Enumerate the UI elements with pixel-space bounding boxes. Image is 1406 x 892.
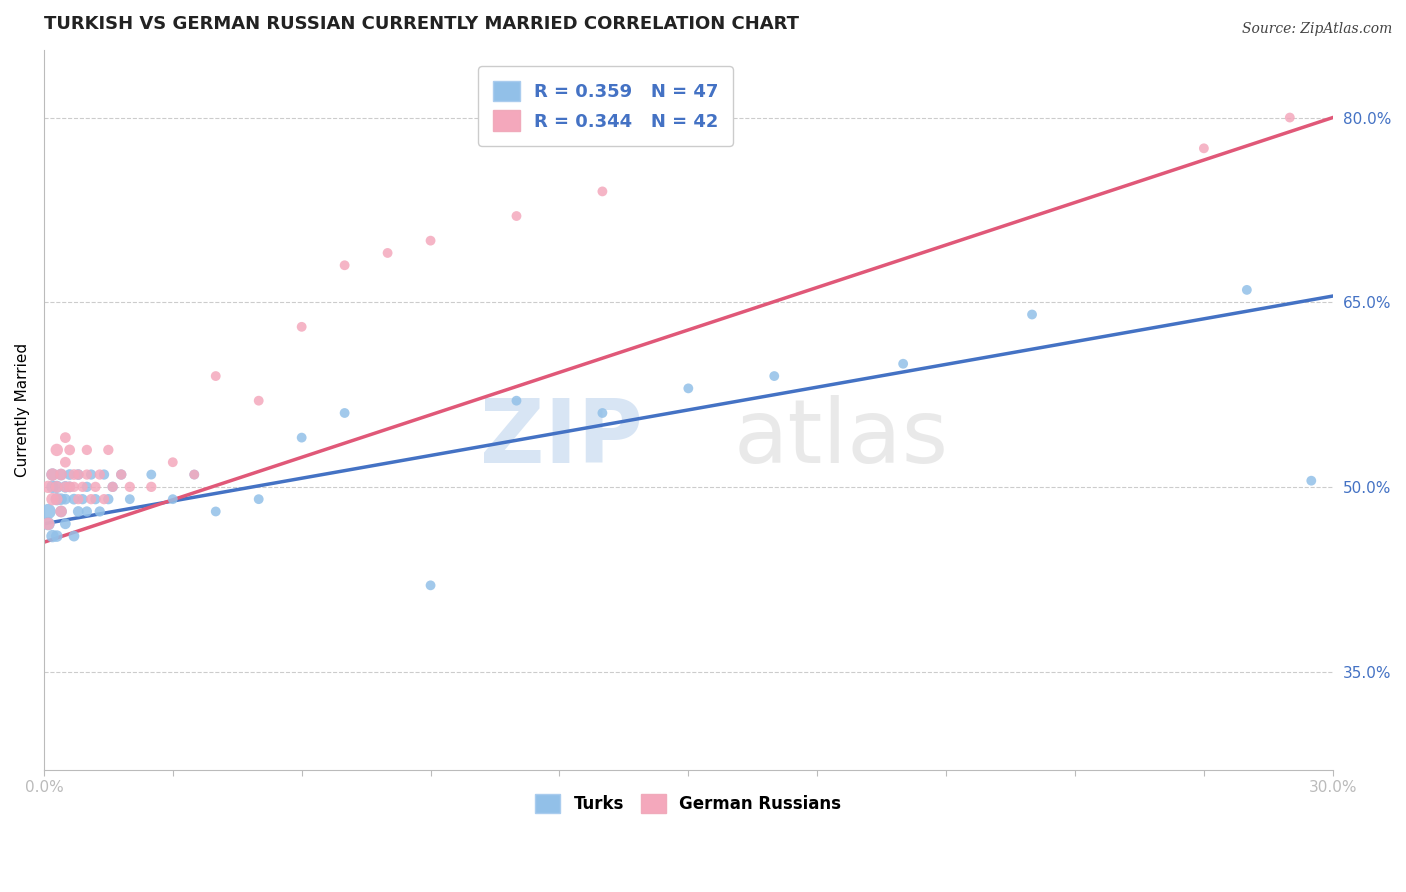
Point — [591, 406, 613, 420]
Point — [141, 467, 163, 482]
Point — [76, 442, 98, 457]
Point — [49, 504, 72, 518]
Point — [141, 480, 163, 494]
Point — [53, 431, 76, 445]
Point — [162, 455, 184, 469]
Point — [41, 467, 63, 482]
Point — [505, 393, 527, 408]
Point — [1301, 474, 1323, 488]
Point — [49, 467, 72, 482]
Point — [41, 480, 63, 494]
Point — [76, 480, 98, 494]
Point — [45, 529, 67, 543]
Point — [333, 258, 356, 272]
Text: ZIP: ZIP — [481, 395, 643, 483]
Point — [45, 480, 67, 494]
Point — [67, 467, 90, 482]
Point — [53, 480, 76, 494]
Point — [76, 467, 98, 482]
Point — [59, 480, 82, 494]
Point — [80, 492, 103, 507]
Point — [80, 467, 103, 482]
Point — [41, 492, 63, 507]
Point — [45, 492, 67, 507]
Point — [183, 467, 205, 482]
Point — [247, 492, 270, 507]
Point — [763, 369, 786, 384]
Point — [891, 357, 914, 371]
Point — [67, 467, 90, 482]
Point — [162, 492, 184, 507]
Point — [53, 516, 76, 531]
Point — [291, 319, 314, 334]
Point — [419, 578, 441, 592]
Point — [419, 234, 441, 248]
Point — [89, 504, 111, 518]
Point — [591, 185, 613, 199]
Point — [63, 467, 86, 482]
Point — [291, 431, 314, 445]
Point — [204, 369, 226, 384]
Point — [93, 467, 115, 482]
Point — [1278, 111, 1301, 125]
Point — [37, 516, 59, 531]
Point — [97, 442, 120, 457]
Point — [59, 480, 82, 494]
Point — [101, 480, 124, 494]
Point — [678, 381, 700, 395]
Point — [63, 480, 86, 494]
Point — [101, 480, 124, 494]
Point — [1021, 308, 1043, 322]
Point — [204, 504, 226, 518]
Text: Source: ZipAtlas.com: Source: ZipAtlas.com — [1241, 22, 1392, 37]
Point — [49, 504, 72, 518]
Point — [45, 492, 67, 507]
Point — [247, 393, 270, 408]
Point — [76, 504, 98, 518]
Text: TURKISH VS GERMAN RUSSIAN CURRENTLY MARRIED CORRELATION CHART: TURKISH VS GERMAN RUSSIAN CURRENTLY MARR… — [44, 15, 799, 33]
Point — [505, 209, 527, 223]
Text: atlas: atlas — [734, 395, 949, 483]
Point — [37, 504, 59, 518]
Point — [53, 455, 76, 469]
Point — [377, 246, 399, 260]
Point — [67, 504, 90, 518]
Point — [49, 492, 72, 507]
Point — [59, 467, 82, 482]
Point — [84, 492, 107, 507]
Point — [53, 480, 76, 494]
Point — [333, 406, 356, 420]
Point — [89, 467, 111, 482]
Point — [72, 492, 94, 507]
Point — [118, 492, 141, 507]
Point — [118, 480, 141, 494]
Point — [63, 492, 86, 507]
Point — [72, 480, 94, 494]
Y-axis label: Currently Married: Currently Married — [15, 343, 30, 477]
Point — [110, 467, 132, 482]
Point — [93, 492, 115, 507]
Point — [53, 492, 76, 507]
Point — [84, 480, 107, 494]
Point — [37, 516, 59, 531]
Legend: Turks, German Russians: Turks, German Russians — [522, 780, 855, 827]
Point — [97, 492, 120, 507]
Point — [41, 529, 63, 543]
Point — [41, 467, 63, 482]
Point — [45, 442, 67, 457]
Point — [37, 480, 59, 494]
Point — [1192, 141, 1215, 155]
Point — [67, 492, 90, 507]
Point — [49, 467, 72, 482]
Point — [59, 442, 82, 457]
Point — [63, 529, 86, 543]
Point — [183, 467, 205, 482]
Point — [110, 467, 132, 482]
Point — [1236, 283, 1258, 297]
Point — [45, 480, 67, 494]
